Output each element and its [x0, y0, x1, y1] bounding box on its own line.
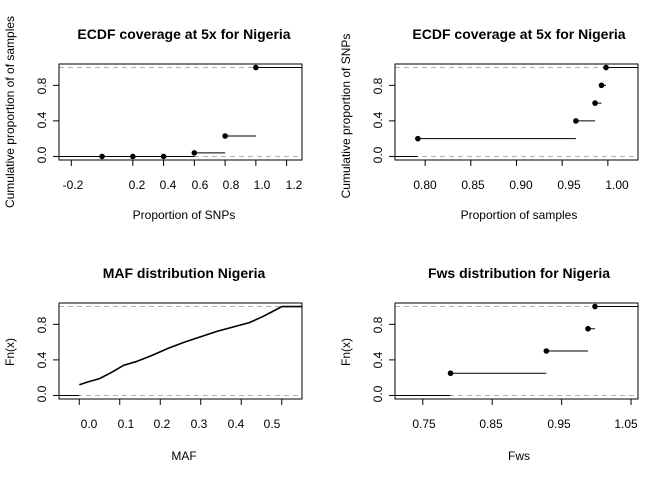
panel-2-xtick-labels: 0.80 0.85 0.90 0.95 1.00 [413, 178, 629, 192]
panel-3-xtick-label: 0.0 [81, 417, 98, 431]
panel-4-xtick-label: 1.05 [614, 417, 638, 431]
panel-2-step-point [573, 118, 579, 124]
panel-4-title: Fws distribution for Nigeria [428, 265, 610, 281]
panel-3-xtick-label: 0.4 [228, 417, 245, 431]
panel-1-step-point [99, 153, 105, 160]
panel-1-step-point [191, 150, 198, 156]
panel-2-xtick-label: 0.85 [461, 178, 485, 192]
panel-1-xtick-label: 0.4 [160, 178, 177, 192]
panel-4-frame [394, 302, 639, 400]
panel-3-ytick-labels: 0.0 0.4 0.8 [35, 316, 49, 402]
panel-1-ytick-label: 0.0 [35, 146, 49, 163]
panel-4-xtick-label: 0.85 [479, 417, 503, 431]
panel-1-ytick-labels: 0.0 0.4 0.8 [35, 77, 49, 163]
panel-2-xtick-label: 1.00 [605, 178, 629, 192]
panel-2-xtick-label: 0.80 [413, 178, 437, 192]
panel-1-ytick-label: 0.8 [35, 77, 49, 94]
panel-1: ECDF coverage at 5x for Nigeria Proporti… [3, 16, 303, 222]
panel-3-xlabel: MAF [171, 449, 196, 463]
panel-4: Fws distribution for Nigeria Fws Fn(x) 0… [339, 265, 638, 463]
panel-2-xtick-label: 0.90 [509, 178, 533, 192]
panel-2-xlabel: Proportion of samples [461, 208, 578, 222]
chart-marks [53, 63, 639, 405]
panel-1-xtick-label: 0.8 [223, 178, 240, 192]
panel-2-step-point [415, 135, 421, 142]
panel-1-xtick-label: 0.2 [129, 178, 146, 192]
panel-1-step-point [222, 133, 228, 139]
panel-4-step-point [543, 348, 550, 354]
panel-4-step-point [447, 370, 454, 377]
panel-4-ytick-label: 0.0 [371, 385, 385, 402]
panel-3-xtick-labels: 0.0 0.1 0.2 0.3 0.4 0.5 [81, 417, 281, 431]
panel-4-xtick-label: 0.95 [547, 417, 571, 431]
panel-3-frame [58, 302, 303, 400]
panel-1-xtick-label: 0.6 [192, 178, 209, 192]
panel-1-step-point [160, 153, 167, 160]
panel-4-xlabel: Fws [508, 449, 530, 463]
panel-4-xtick-label: 0.75 [412, 417, 436, 431]
panel-3-ytick-label: 0.0 [35, 385, 49, 402]
panel-4-ytick-label: 0.4 [371, 351, 385, 368]
panel-4-xtick-labels: 0.75 0.85 0.95 1.05 [412, 417, 638, 431]
panel-4-step-point [585, 325, 591, 332]
panel-1-ylabel: Cumulative proportion of of samples [3, 16, 17, 208]
panel-1-title: ECDF coverage at 5x for Nigeria [77, 26, 290, 42]
panel-2-title: ECDF coverage at 5x for Nigeria [412, 26, 625, 42]
panel-2-xtick-label: 0.95 [557, 178, 581, 192]
panel-1-ytick-label: 0.4 [35, 111, 49, 128]
panel-2-ylabel: Cumulative proportion of SNPs [339, 34, 353, 199]
panel-2-step-point [598, 82, 605, 89]
panel-4-step-point [592, 303, 598, 310]
panel-2-ytick-label: 0.4 [371, 111, 385, 128]
panel-3-xtick-label: 0.3 [191, 417, 208, 431]
panel-3-title: MAF distribution Nigeria [103, 265, 266, 281]
panel-2: ECDF coverage at 5x for Nigeria Proporti… [339, 26, 629, 222]
panel-1-step-point [253, 64, 259, 71]
panel-2-ytick-labels: 0.0 0.4 0.8 [371, 77, 385, 163]
panel-1-xlabel: Proportion of SNPs [133, 208, 236, 222]
panel-2-ytick-label: 0.8 [371, 77, 385, 94]
panel-4-ytick-labels: 0.0 0.4 0.8 [371, 316, 385, 402]
panel-4-ytick-label: 0.8 [371, 316, 385, 333]
panel-1-xtick-label: 1.2 [286, 178, 303, 192]
panel-3-xtick-label: 0.1 [118, 417, 135, 431]
panel-2-ytick-label: 0.0 [371, 146, 385, 163]
panel-1-xtick-label: -0.2 [63, 178, 84, 192]
panel-3-xtick-label: 0.2 [154, 417, 171, 431]
panel-4-ylabel: Fn(x) [339, 338, 353, 366]
panel-3-xtick-label: 0.5 [264, 417, 281, 431]
panel-3: MAF distribution Nigeria MAF Fn(x) 0.0 0… [3, 265, 281, 463]
panel-2-step-point [592, 100, 598, 106]
panel-1-step-point [130, 153, 136, 160]
panel-3-ytick-label: 0.4 [35, 351, 49, 368]
panel-2-step-point [603, 64, 609, 71]
panel-3-ytick-label: 0.8 [35, 316, 49, 333]
panel-1-frame [58, 63, 303, 161]
panel-3-ecdf-curve [79, 305, 283, 386]
panel-1-xtick-label: 1.0 [254, 178, 271, 192]
panel-3-ylabel: Fn(x) [3, 338, 17, 366]
panel-1-xtick-labels: -0.2 0.2 0.4 0.6 0.8 1.0 1.2 [63, 178, 303, 192]
